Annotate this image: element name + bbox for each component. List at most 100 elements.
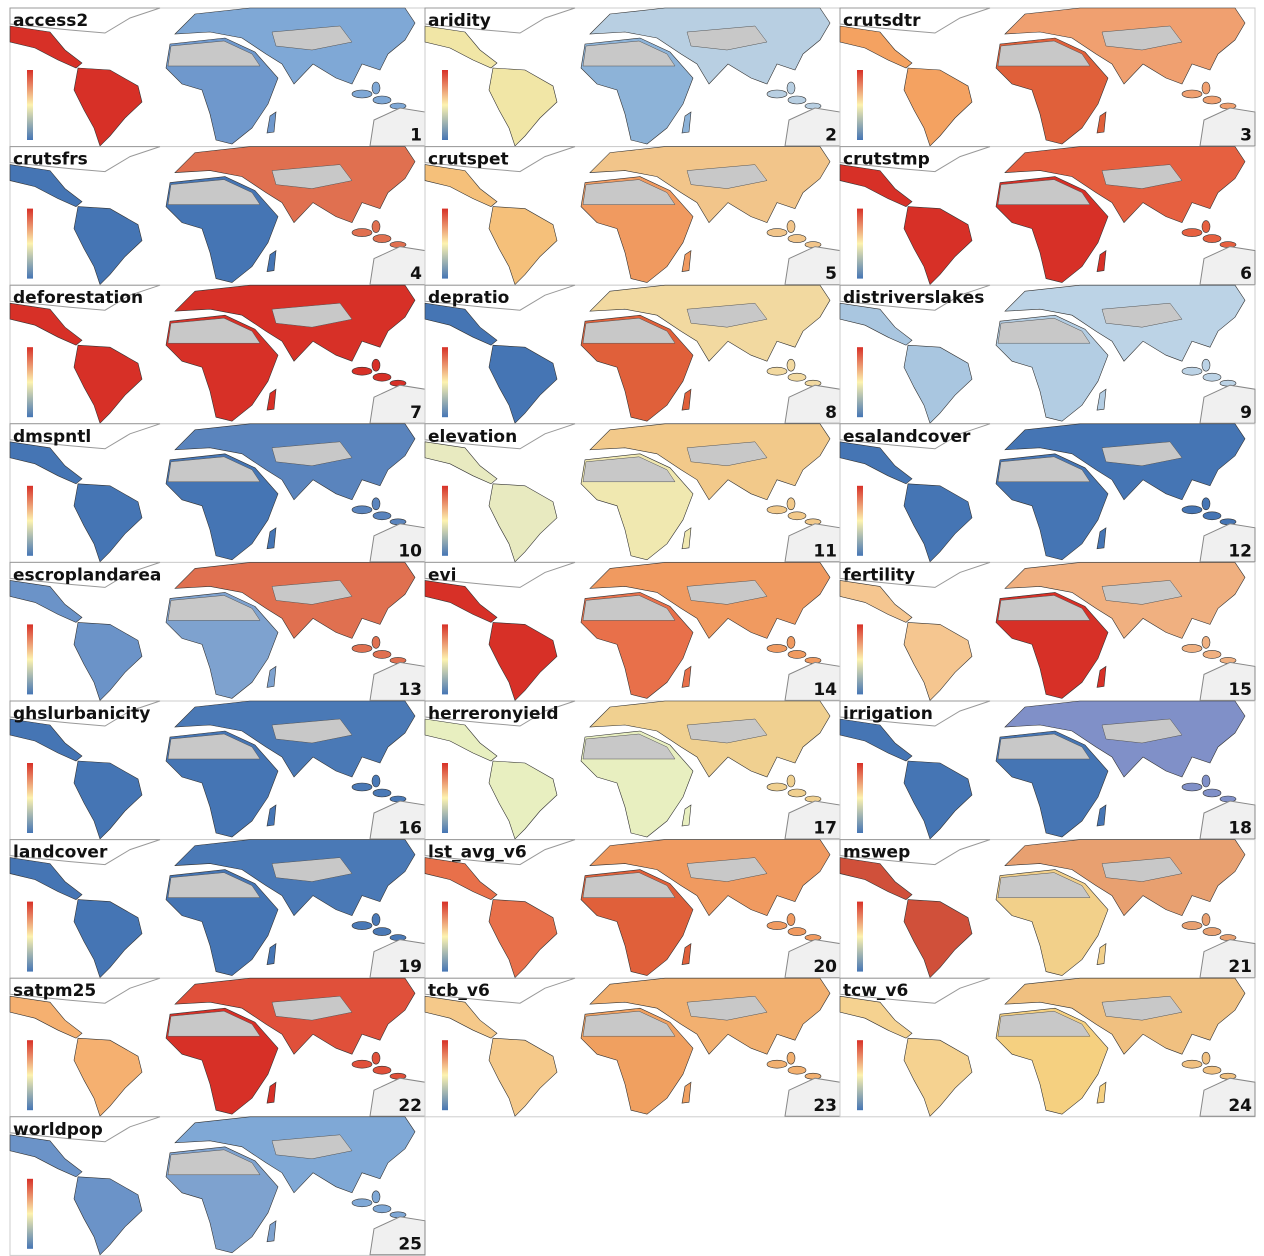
panel-number: 23: [813, 1096, 837, 1116]
panel-title: worldpop: [13, 1120, 103, 1140]
island: [766, 366, 788, 376]
south-america: [73, 344, 143, 424]
central-asia: [271, 164, 353, 189]
panel-number: 8: [825, 403, 837, 423]
panel-number: 7: [410, 403, 422, 423]
island: [766, 782, 788, 792]
map-panel: access2 1: [9, 7, 426, 148]
australia: [369, 384, 426, 424]
map-panel: lst_avg_v6 20: [424, 839, 841, 979]
central-asia: [1101, 164, 1183, 189]
legend-bar: [857, 485, 863, 556]
sahara: [997, 40, 1091, 67]
map-panel: tcb_v6 23: [424, 977, 841, 1118]
south-america: [488, 1037, 558, 1117]
central-america: [424, 164, 498, 207]
island: [351, 228, 373, 237]
south-america: [488, 344, 558, 424]
central-asia: [1101, 995, 1183, 1021]
sahara: [997, 872, 1091, 898]
central-america: [839, 441, 913, 485]
sahara: [167, 733, 261, 760]
island: [351, 921, 373, 930]
madagascar: [1096, 388, 1107, 411]
panel-number: 15: [1228, 680, 1252, 700]
north-america: [9, 561, 161, 588]
australia: [784, 523, 841, 563]
island: [351, 644, 373, 653]
island: [1202, 650, 1222, 659]
legend-bar: [857, 763, 863, 833]
sahara: [997, 456, 1091, 483]
central-asia: [1101, 580, 1183, 605]
island: [372, 95, 392, 105]
north-america: [9, 423, 161, 450]
island: [1202, 372, 1222, 382]
panel-title: esalandcover: [843, 427, 971, 447]
south-america: [73, 760, 143, 840]
central-asia: [686, 580, 768, 605]
australia: [1199, 246, 1256, 286]
map-panel: crutsdtr 3: [839, 7, 1256, 148]
legend-bar: [27, 70, 33, 140]
madagascar: [266, 942, 277, 965]
north-america: [9, 146, 161, 173]
north-america: [9, 1116, 161, 1143]
central-america: [424, 25, 498, 69]
island: [1202, 788, 1222, 798]
panel-title: aridity: [428, 11, 491, 31]
south-america: [73, 483, 143, 563]
island: [1201, 497, 1211, 511]
panel-number: 17: [813, 819, 837, 839]
australia: [369, 246, 426, 286]
panel-number: 19: [398, 957, 422, 977]
panel-title: crutstmp: [843, 150, 930, 170]
island: [1201, 81, 1211, 95]
south-america: [488, 760, 558, 840]
australia: [1199, 661, 1256, 701]
panel-title: lst_avg_v6: [428, 843, 527, 863]
central-america: [839, 580, 913, 623]
central-america: [839, 164, 913, 207]
central-asia: [686, 995, 768, 1021]
island: [1181, 921, 1203, 930]
sahara: [167, 317, 261, 344]
legend-bar: [857, 1040, 863, 1111]
panel-number: 14: [813, 680, 837, 700]
madagascar: [1096, 804, 1107, 827]
legend-bar: [442, 347, 448, 418]
island: [351, 366, 373, 376]
australia: [369, 800, 426, 840]
legend-bar: [27, 763, 33, 833]
south-america: [903, 622, 973, 701]
island: [766, 89, 788, 99]
island: [1181, 644, 1203, 653]
panel-title: crutspet: [428, 150, 509, 170]
south-america: [73, 1037, 143, 1117]
madagascar: [681, 665, 692, 688]
panel-title: fertility: [843, 565, 915, 585]
map-panel: herreronyield 17: [424, 700, 841, 841]
madagascar: [1096, 665, 1107, 688]
map-panel: crutsfrs 4: [9, 146, 426, 286]
island: [1201, 636, 1211, 649]
island: [1201, 913, 1211, 926]
island: [1181, 228, 1203, 237]
sahara: [582, 1010, 676, 1037]
legend-bar: [857, 347, 863, 418]
central-america: [9, 995, 83, 1039]
legend-bar: [27, 208, 33, 279]
sahara: [167, 595, 261, 621]
australia: [369, 1077, 426, 1117]
north-america: [9, 839, 161, 866]
panel-number: 22: [398, 1096, 422, 1116]
australia: [784, 246, 841, 286]
sahara: [167, 1149, 261, 1176]
island: [371, 774, 381, 788]
central-america: [9, 302, 83, 346]
panel-number: 2: [825, 126, 837, 146]
south-america: [73, 899, 143, 979]
central-asia: [1101, 302, 1183, 328]
madagascar: [266, 111, 277, 134]
sahara: [582, 317, 676, 344]
